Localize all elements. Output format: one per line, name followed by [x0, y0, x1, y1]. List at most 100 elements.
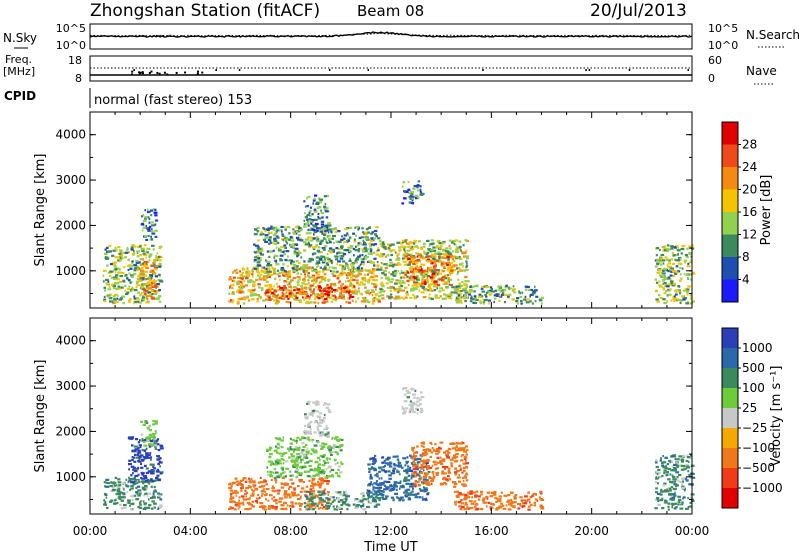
data-cell [142, 423, 146, 426]
data-cell [152, 480, 155, 483]
data-cell [149, 452, 152, 455]
data-cell [303, 219, 306, 222]
data-cell [670, 245, 674, 248]
data-cell [466, 257, 469, 260]
data-cell [340, 285, 343, 288]
data-cell [156, 474, 160, 477]
data-cell [150, 458, 152, 461]
data-cell [129, 281, 132, 284]
data-cell [481, 285, 484, 289]
data-cell [378, 268, 383, 271]
data-cell [264, 267, 267, 270]
data-cell [241, 285, 245, 288]
data-cell [306, 430, 309, 433]
data-cell [401, 499, 405, 502]
data-cell [364, 242, 367, 245]
data-cell [509, 504, 513, 507]
data-cell [677, 495, 681, 498]
data-cell [688, 245, 692, 248]
data-cell [341, 287, 343, 290]
data-cell [312, 401, 316, 404]
data-cell [319, 257, 323, 260]
data-cell [686, 291, 689, 294]
data-cell [459, 290, 463, 293]
data-cell [320, 212, 325, 215]
data-cell [343, 290, 346, 294]
data-cell [377, 490, 381, 494]
data-cell [254, 251, 257, 254]
data-cell [536, 499, 539, 502]
nave-dip [215, 69, 217, 71]
data-cell [375, 503, 378, 506]
data-cell [159, 472, 163, 475]
data-cell [119, 249, 122, 252]
data-cell [267, 499, 270, 502]
data-cell [311, 477, 316, 480]
data-cell [285, 240, 288, 243]
data-cell [659, 261, 662, 264]
data-cell [148, 282, 151, 285]
data-cell [136, 280, 139, 283]
data-cell [253, 233, 258, 236]
data-cell [336, 270, 339, 273]
data-cell [334, 255, 339, 258]
data-cell [421, 489, 424, 492]
data-cell [389, 484, 392, 487]
data-cell [103, 286, 106, 289]
data-cell [327, 445, 332, 448]
data-cell [459, 263, 462, 266]
data-cell [450, 462, 453, 465]
data-cell [317, 297, 321, 300]
data-cell [390, 262, 393, 265]
data-cell [663, 302, 667, 305]
data-cell [131, 252, 134, 256]
data-cell [688, 460, 690, 464]
data-cell [103, 481, 106, 484]
data-cell [148, 424, 151, 428]
data-cell [468, 492, 473, 495]
data-cell [316, 502, 321, 505]
data-cell [291, 494, 295, 497]
data-cell [145, 421, 149, 424]
data-cell [452, 256, 454, 259]
data-cell [452, 456, 457, 459]
data-cell [527, 491, 530, 494]
data-cell [464, 239, 468, 242]
data-cell [322, 490, 326, 493]
data-cell [445, 455, 449, 458]
data-cell [303, 273, 306, 276]
data-cell [319, 419, 323, 422]
data-cell [145, 452, 149, 455]
data-cell [141, 448, 144, 452]
data-cell [149, 225, 152, 228]
data-cell [136, 492, 139, 495]
data-cell [671, 252, 674, 255]
data-cell [408, 411, 411, 414]
data-cell [422, 454, 427, 457]
data-cell [316, 441, 319, 444]
data-cell [309, 258, 313, 261]
data-cell [414, 458, 418, 461]
data-cell [677, 247, 680, 250]
data-cell [403, 469, 407, 473]
data-cell [661, 269, 665, 272]
data-cell [325, 262, 329, 265]
freq-right-label: Nave [746, 64, 777, 78]
data-cell [282, 453, 285, 456]
data-cell [288, 485, 293, 488]
data-cell [158, 246, 162, 250]
data-cell [533, 504, 537, 507]
data-cell [119, 297, 123, 300]
data-cell [284, 236, 287, 239]
data-cell [417, 246, 420, 249]
data-cell [144, 504, 147, 507]
data-cell [684, 287, 689, 290]
data-cell [303, 502, 307, 505]
data-cell [658, 284, 662, 287]
data-cell [317, 429, 320, 432]
data-cell [411, 387, 413, 390]
data-cell [154, 235, 158, 238]
data-cell [268, 238, 271, 241]
data-cell [112, 261, 115, 264]
data-cell [143, 253, 148, 256]
